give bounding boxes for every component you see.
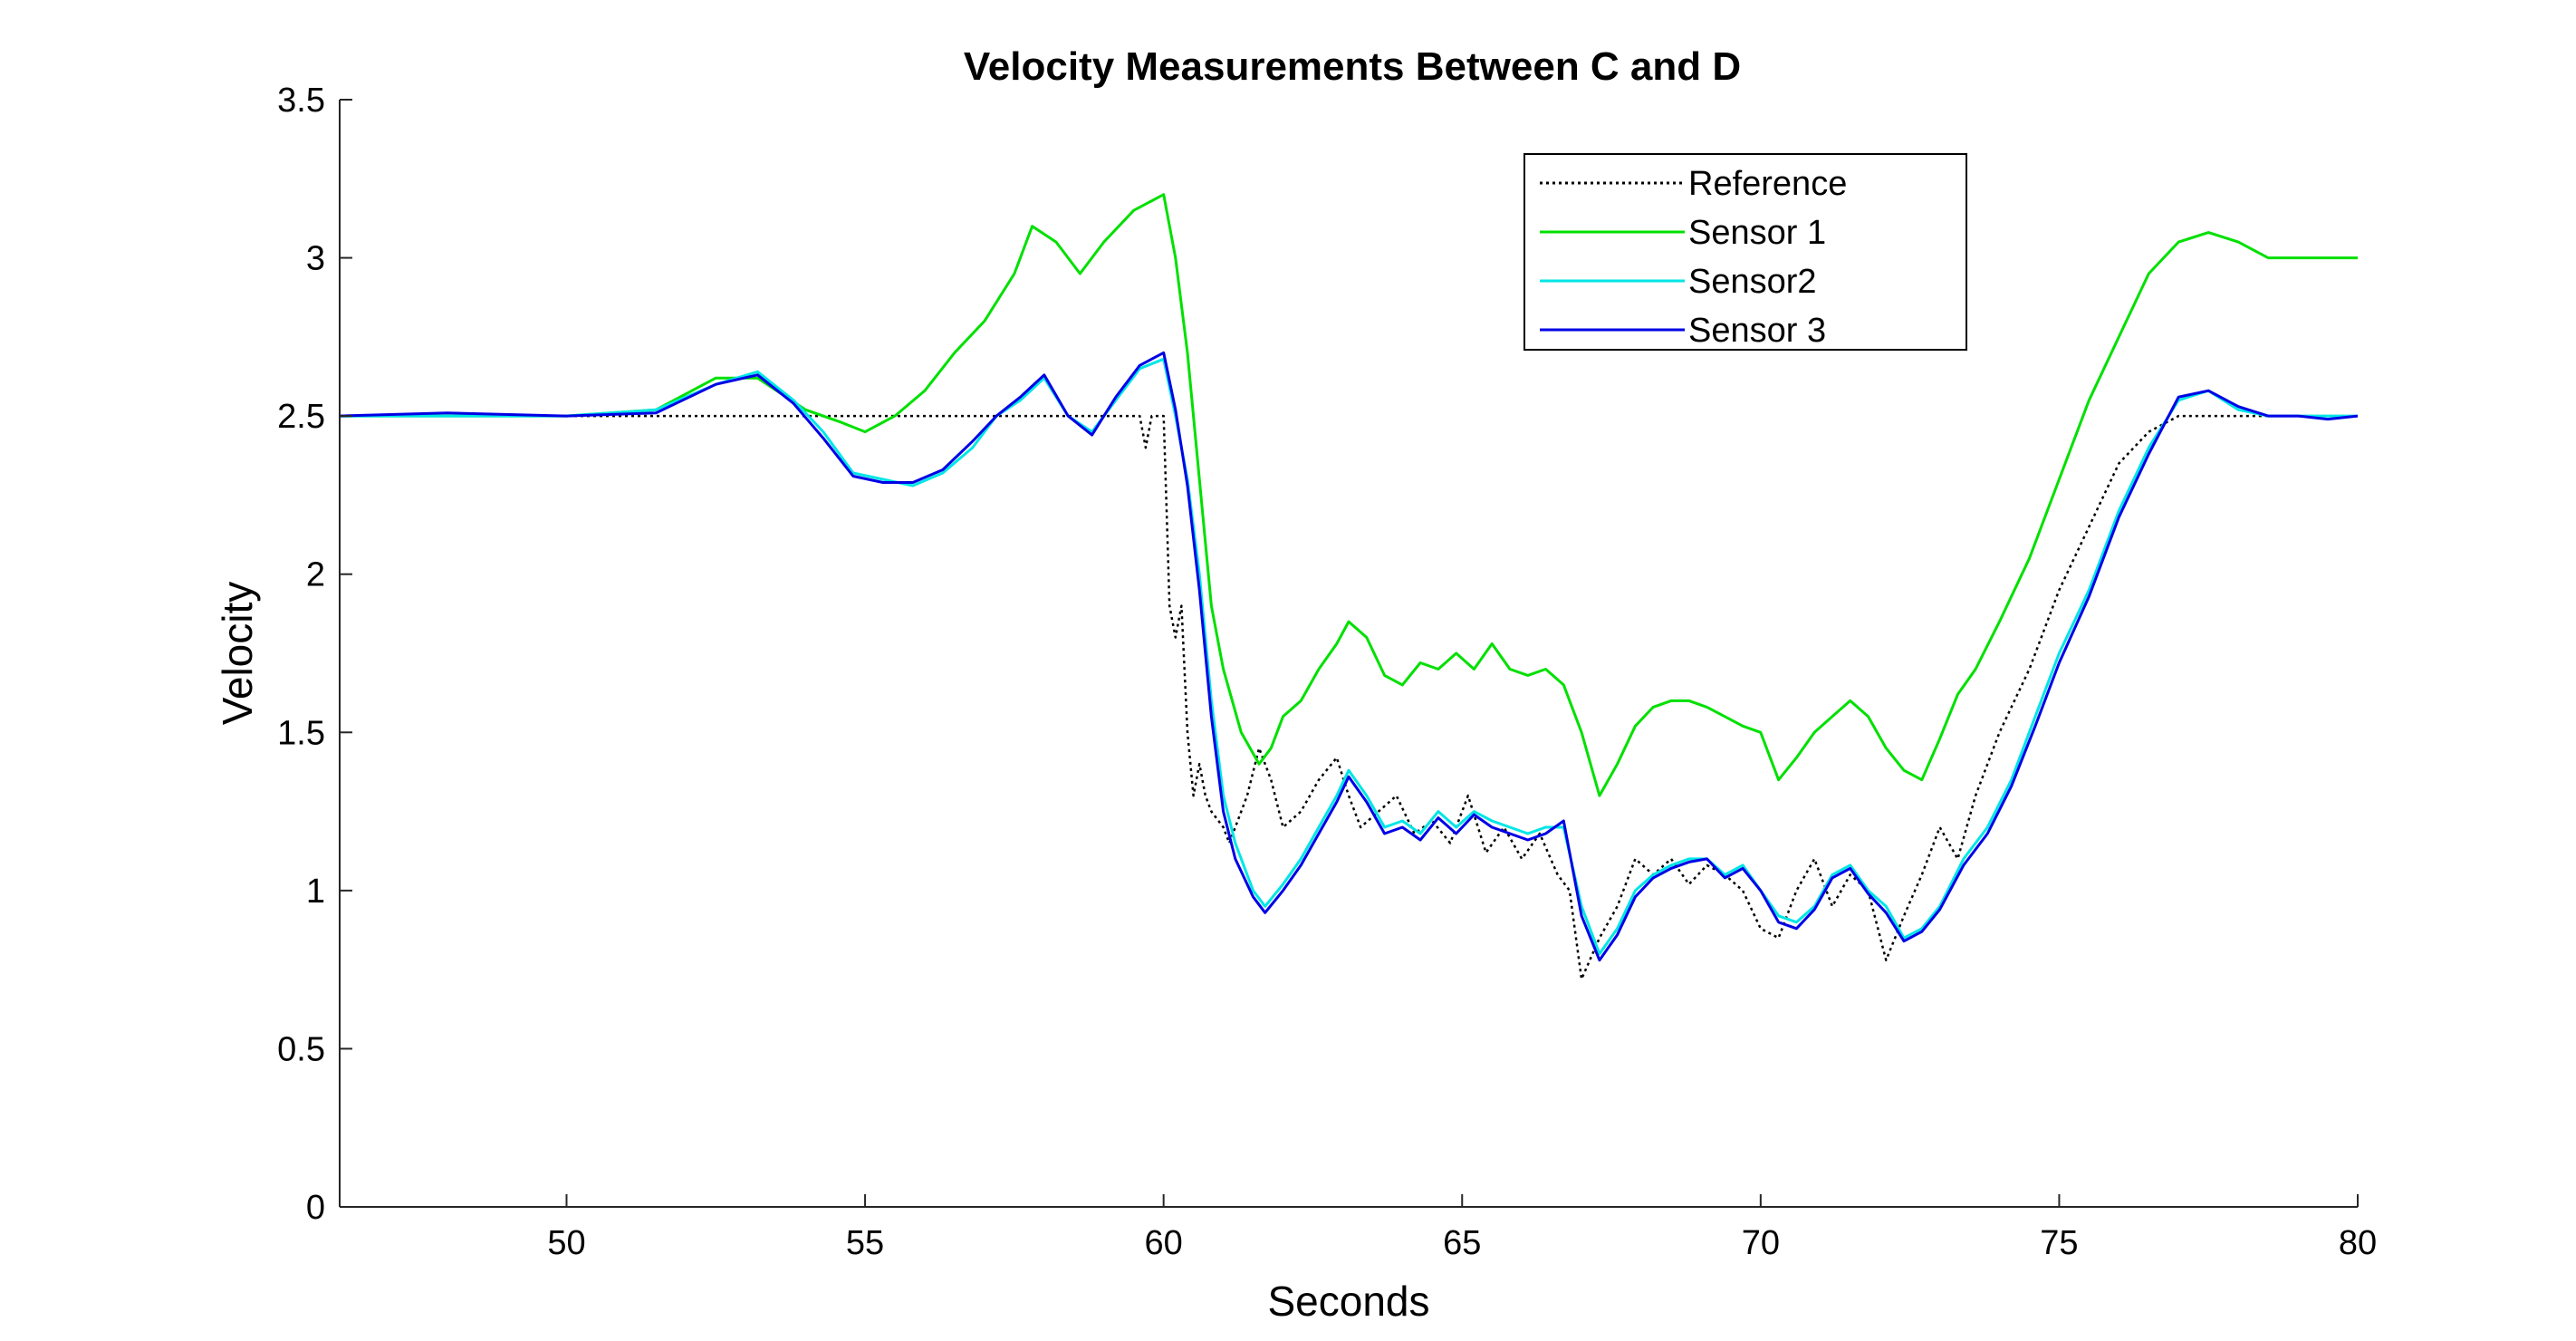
y-tick-label: 1.5 [277,714,325,752]
series-line-3 [339,351,2359,962]
legend-label: Reference [1688,165,1847,203]
x-axis-label: Seconds [1267,1278,1429,1325]
x-tick-label: 75 [2040,1224,2078,1262]
series-layer [339,193,2359,980]
x-tick-label: 80 [2339,1224,2377,1262]
x-tick-label: 50 [547,1224,585,1262]
legend-label: Sensor 1 [1688,214,1826,252]
legend-label: Sensor 3 [1688,312,1826,350]
x-tick-label: 60 [1145,1224,1183,1262]
y-tick-label: 0.5 [277,1030,325,1068]
x-tick-label: 65 [1443,1224,1481,1262]
y-tick-label: 3 [306,240,325,278]
plot-area: 50 55 60 65 70 75 80 0 0.5 1 1.5 2 2.5 3 3.5 [277,82,2377,1262]
y-tick-label: 0 [306,1189,325,1227]
legend-label: Sensor2 [1688,263,1817,301]
series-line-1 [340,193,2358,797]
chart-title: Velocity Measurements Between C and D [964,44,1741,89]
y-axis-label: Velocity [214,582,261,726]
legend-box [1523,153,1967,351]
y-tick-label: 2.5 [277,398,325,436]
series-line-0 [340,414,2358,980]
x-tick-label: 70 [1742,1224,1780,1262]
legend: Reference Sensor 1 Sensor2 Sensor 3 [1523,153,1967,351]
x-ticks: 50 55 60 65 70 75 80 [547,1194,2377,1262]
y-tick-label: 2 [306,556,325,594]
y-ticks: 0 0.5 1 1.5 2 2.5 3 3.5 [277,82,352,1227]
y-tick-label: 1 [306,873,325,911]
x-tick-label: 55 [846,1224,884,1262]
y-tick-label: 3.5 [277,82,325,120]
